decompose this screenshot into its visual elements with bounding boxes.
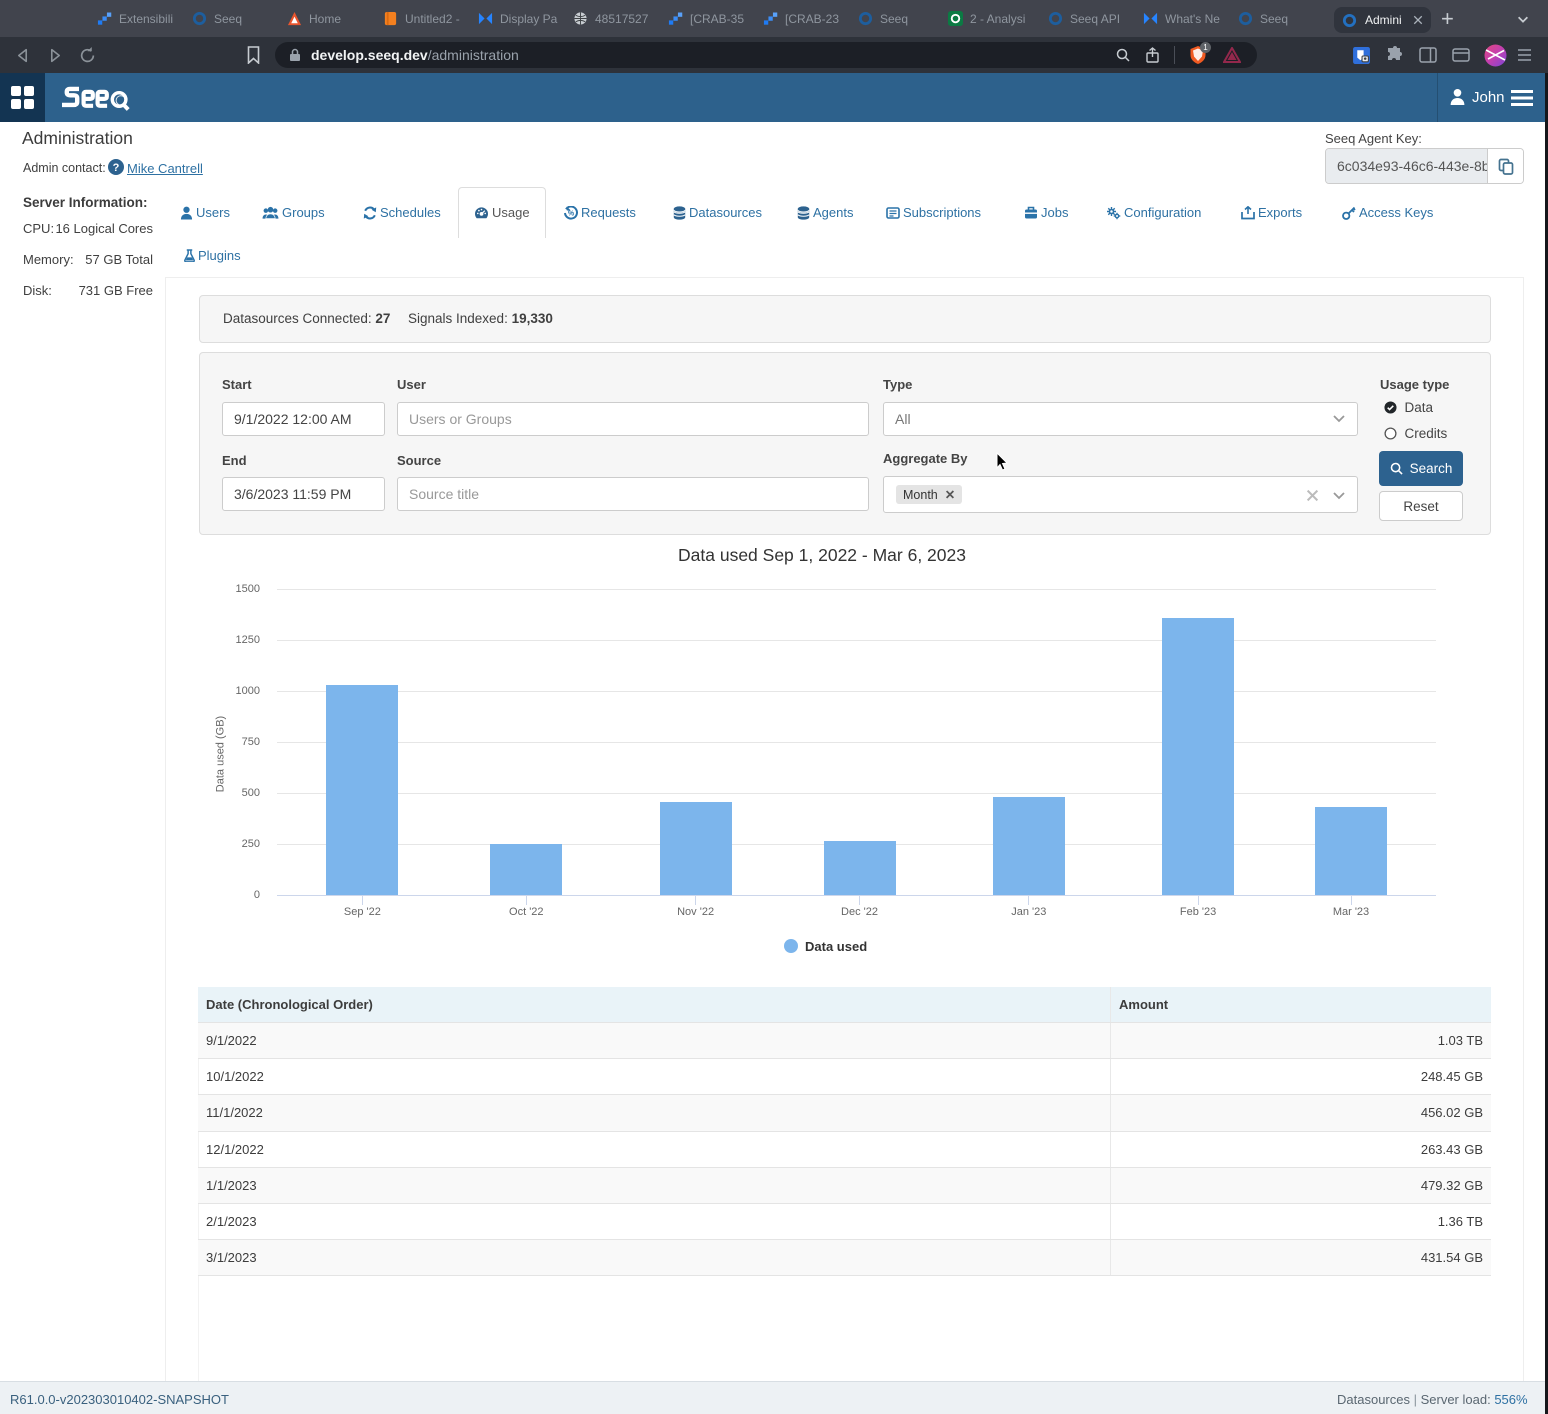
svg-text:?: ? [113, 162, 120, 174]
svg-text:%: % [568, 210, 575, 217]
